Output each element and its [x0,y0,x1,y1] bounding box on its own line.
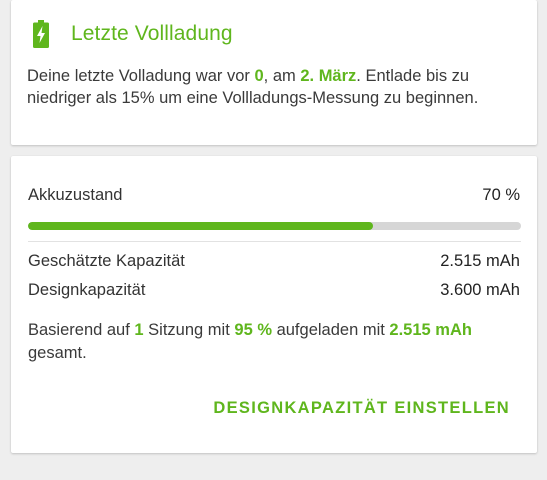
desc-mid: , am [263,67,301,85]
estimated-capacity-value: 2.515 mAh [440,251,520,270]
battery-health-progress [28,222,521,230]
desc-suffix: . Entlade bis zu niedriger als 15% um ei… [27,67,479,107]
battery-health-row: Akkuzustand 70 % [28,184,520,206]
set-design-capacity-button[interactable]: DESIGNKAPAZITÄT EINSTELLEN [213,395,510,422]
estimated-capacity-label: Geschätzte Kapazität [28,251,185,270]
summary-prefix: Basierend auf [28,321,135,339]
design-capacity-label: Designkapazität [28,280,146,299]
desc-prefix: Deine letzte Volladung war vor [27,67,255,85]
summary-suffix: gesamt. [28,344,87,362]
last-full-charge-card: Letzte Vollladung Deine letzte Volladung… [11,0,537,145]
battery-health-value: 70 % [482,185,520,204]
last-full-charge-description: Deine letzte Volladung war vor 0, am 2. … [27,65,522,109]
summary-mid1: Sitzung mit [143,321,235,339]
battery-charging-icon [33,20,49,48]
estimated-capacity-row: Geschätzte Kapazität 2.515 mAh [28,250,520,272]
summary-total: 2.515 mAh [389,321,472,339]
design-capacity-row: Designkapazität 3.600 mAh [28,279,520,301]
last-full-charge-date: 2. März [300,67,357,85]
battery-health-card: Akkuzustand 70 % Geschätzte Kapazität 2.… [11,156,537,453]
last-full-charge-header: Letzte Vollladung [27,18,521,50]
summary-mid2: aufgeladen mit [272,321,390,339]
battery-health-progress-fill [28,222,374,230]
design-capacity-value: 3.600 mAh [440,280,520,299]
divider [28,241,521,242]
last-full-charge-title: Letzte Vollladung [71,22,233,45]
days-since-full-charge: 0 [254,67,264,85]
battery-health-label: Akkuzustand [28,185,123,204]
summary-percent: 95 % [234,321,272,339]
capacity-summary: Basierend auf 1 Sitzung mit 95 % aufgela… [28,319,521,365]
summary-sessions: 1 [134,321,144,339]
